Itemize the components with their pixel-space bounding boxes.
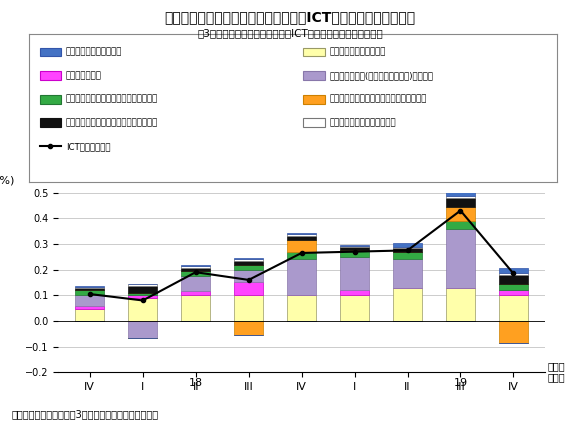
Bar [446,229,475,288]
Bar [234,282,263,295]
Bar [340,250,369,257]
Bar [393,243,422,247]
Text: コンテンツ制作・配給・レンタル・寄与度: コンテンツ制作・配給・レンタル・寄与度 [330,95,427,104]
Bar [340,295,369,321]
Bar [499,290,528,295]
Bar [128,321,157,338]
Bar [128,298,157,321]
Bar [181,268,210,271]
Bar [75,287,104,288]
Bar [499,321,528,343]
Bar [393,288,422,321]
FancyBboxPatch shape [39,119,61,127]
Bar [287,295,316,321]
Text: 固定電気通信業・寄与度: 固定電気通信業・寄与度 [66,48,122,56]
Text: 第3次産業活動指数総合に占めるICT関連サービス指数の寄与度: 第3次産業活動指数総合に占めるICT関連サービス指数の寄与度 [197,28,383,38]
Bar [234,321,263,335]
Bar [499,295,528,321]
Bar [340,257,369,290]
Bar [75,309,104,321]
Bar [287,259,316,295]
Bar [128,293,157,295]
Text: インターネット広告・寄与度: インターネット広告・寄与度 [330,118,397,128]
Bar [446,221,475,229]
Bar [75,306,104,309]
Bar [340,245,369,246]
Bar [499,275,528,284]
Bar [287,233,316,234]
Bar [234,270,263,282]
Bar [75,286,104,287]
FancyBboxPatch shape [39,95,61,104]
Bar [340,246,369,247]
Bar [499,268,528,273]
Text: 情報関連機器リース・レンタル・寄与度: 情報関連機器リース・レンタル・寄与度 [66,118,158,128]
Text: （期）: （期） [548,361,566,371]
Bar [234,265,263,270]
Bar [181,291,210,295]
Bar [287,240,316,252]
Bar [128,283,157,284]
Text: 18: 18 [188,378,203,389]
FancyBboxPatch shape [39,48,61,56]
Bar [340,247,369,250]
Bar [287,236,316,240]
Text: 放送業・寄与度: 放送業・寄与度 [66,71,102,80]
Bar [393,259,422,288]
Bar [234,295,263,321]
FancyBboxPatch shape [303,48,325,56]
Text: 図表３　第３次産業活動指数に占めるICT関連サービスの寄与度: 図表３ 第３次産業活動指数に占めるICT関連サービスの寄与度 [165,11,415,25]
Text: ICT関連・寄与度: ICT関連・寄与度 [66,142,110,151]
Text: （年）: （年） [548,372,566,383]
FancyBboxPatch shape [39,71,61,80]
Bar [234,261,263,265]
Text: 19: 19 [454,378,467,389]
Bar [446,288,475,321]
Bar [499,284,528,290]
Text: (%): (%) [0,175,14,185]
Bar [181,271,210,276]
Bar [75,294,104,306]
FancyBboxPatch shape [303,119,325,127]
Text: 移動電気通信業・寄与度: 移動電気通信業・寄与度 [330,48,386,56]
Bar [287,234,316,236]
FancyBboxPatch shape [303,71,325,80]
Bar [340,290,369,295]
Bar [181,295,210,321]
Bar [75,290,104,294]
Bar [181,276,210,291]
FancyBboxPatch shape [303,95,325,104]
Bar [234,259,263,261]
Text: 情報サービス業(除くゲームソフト)・寄与度: 情報サービス業(除くゲームソフト)・寄与度 [330,71,434,80]
Bar [446,196,475,198]
Bar [128,286,157,293]
Bar [128,284,157,286]
Bar [393,252,422,259]
Bar [446,207,475,221]
Text: （出所）経済産業省「第3次産業活動指数」より作成。: （出所）経済産業省「第3次産業活動指数」より作成。 [12,410,159,419]
Bar [393,247,422,248]
Bar [499,273,528,275]
Bar [128,295,157,298]
Bar [446,198,475,207]
Bar [446,192,475,196]
Text: インターネット附随サービス業・寄与度: インターネット附随サービス業・寄与度 [66,95,158,104]
Bar [287,252,316,259]
Bar [75,288,104,290]
Bar [393,248,422,252]
Bar [181,265,210,268]
